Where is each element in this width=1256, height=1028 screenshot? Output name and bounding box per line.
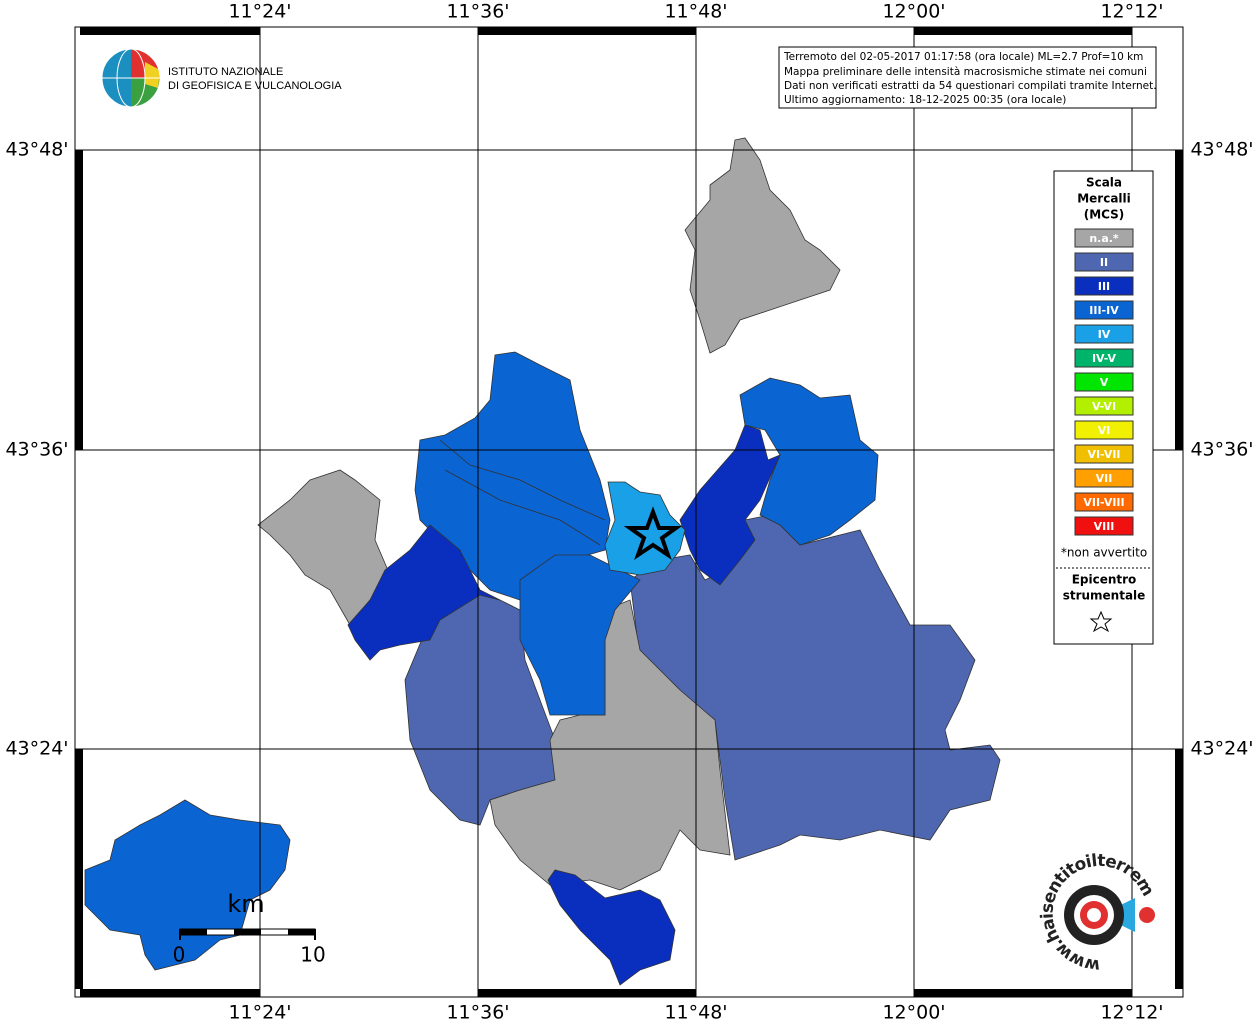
scale-bar: km 0 10 xyxy=(173,890,326,967)
region xyxy=(489,599,731,891)
legend-label: n.a.* xyxy=(1089,232,1119,245)
legend-label: VIII xyxy=(1094,520,1115,533)
legend-label: II xyxy=(1100,256,1108,269)
legend-swatch xyxy=(1074,372,1134,392)
ingv-logo: ISTITUTO NAZIONALE DI GEOFISICA E VULCAN… xyxy=(101,48,342,108)
legend-label: III xyxy=(1098,280,1110,293)
legend-swatch xyxy=(1074,420,1134,440)
scale-label: 0 xyxy=(173,943,186,967)
epicenter-label: strumentale xyxy=(1063,589,1146,603)
scale-label: 10 xyxy=(300,943,325,967)
border xyxy=(439,439,606,521)
region xyxy=(739,377,879,546)
info-box: Terremoto del 02-05-2017 01:17:58 (ora l… xyxy=(778,46,1157,109)
info-line: Mappa preliminare delle intensità macros… xyxy=(784,66,1147,78)
info-line: Dati non verificati estratti da 54 quest… xyxy=(784,80,1157,92)
lat-label: 43°24' xyxy=(5,738,68,760)
region xyxy=(84,799,291,971)
epicenter-symbol xyxy=(1089,610,1113,633)
legend-label: V-VI xyxy=(1092,400,1116,413)
axis-labels: 11°24' 11°24' 11°36' 11°36' 11°48' 11°48' 12°0… xyxy=(5,1,1253,1024)
lon-label: 12°12' xyxy=(1100,1,1163,23)
lat-label: 43°36' xyxy=(5,439,68,461)
lat-label: 43°36' xyxy=(1190,439,1253,461)
legend-swatch xyxy=(1074,492,1134,512)
legend-label: VII xyxy=(1096,472,1113,485)
lon-label: 11°48' xyxy=(664,1002,727,1024)
legend-title: (MCS) xyxy=(1084,208,1125,222)
legend-label: IV-V xyxy=(1092,352,1117,365)
regions xyxy=(84,137,1001,986)
region xyxy=(347,524,501,661)
epicenter-label: Epicentro xyxy=(1072,573,1137,587)
frame xyxy=(74,26,1184,998)
legend-label: III-IV xyxy=(1089,304,1119,317)
scale-unit: km xyxy=(227,890,264,918)
legend-swatch xyxy=(1074,516,1134,536)
epicenter xyxy=(623,506,683,560)
legend-title: Scala xyxy=(1086,176,1122,190)
legend-swatch xyxy=(1074,252,1134,272)
border xyxy=(444,469,601,546)
legend-swatch xyxy=(1074,324,1134,344)
legend-label: V xyxy=(1100,376,1109,389)
lon-label: 12°00' xyxy=(882,1,945,23)
info-line: Ultimo aggiornamento: 18-12-2025 00:35 (… xyxy=(784,94,1066,106)
legend-swatch xyxy=(1074,396,1134,416)
legend-swatch xyxy=(1074,444,1134,464)
legend: Scala Mercalli (MCS) *non avvertito Epic… xyxy=(1053,170,1154,645)
logo-text: DI GEOFISICA E VULCANOLOGIA xyxy=(168,80,342,92)
legend-swatch xyxy=(1074,228,1134,248)
legend-swatch xyxy=(1074,276,1134,296)
lon-label: 11°36' xyxy=(446,1002,509,1024)
legend-swatch xyxy=(1074,348,1134,368)
lon-label: 11°24' xyxy=(228,1,291,23)
legend-title: Mercalli xyxy=(1077,192,1131,206)
lat-label: 43°48' xyxy=(1190,139,1253,161)
lon-label: 12°12' xyxy=(1100,1002,1163,1024)
legend-note: *non avvertito xyxy=(1061,546,1147,560)
legend-label: VI xyxy=(1098,424,1111,437)
lon-label: 11°24' xyxy=(228,1002,291,1024)
lat-label: 43°48' xyxy=(5,139,68,161)
legend-swatch xyxy=(1074,300,1134,320)
region xyxy=(679,424,781,586)
legend-swatch xyxy=(1074,468,1134,488)
graticule xyxy=(75,27,1183,997)
region xyxy=(547,869,676,986)
lon-label: 12°00' xyxy=(882,1002,945,1024)
logo-text: ISTITUTO NAZIONALE xyxy=(168,66,283,78)
lon-label: 11°48' xyxy=(664,1,727,23)
lon-label: 11°36' xyxy=(446,1,509,23)
info-line: Terremoto del 02-05-2017 01:17:58 (ora l… xyxy=(783,51,1143,63)
legend-label: VI-VII xyxy=(1087,448,1120,461)
region xyxy=(684,137,841,354)
legend-label: VII-VIII xyxy=(1083,496,1124,509)
region xyxy=(629,514,1001,861)
lat-label: 43°24' xyxy=(1190,738,1253,760)
legend-label: IV xyxy=(1098,328,1111,341)
region xyxy=(519,554,641,716)
